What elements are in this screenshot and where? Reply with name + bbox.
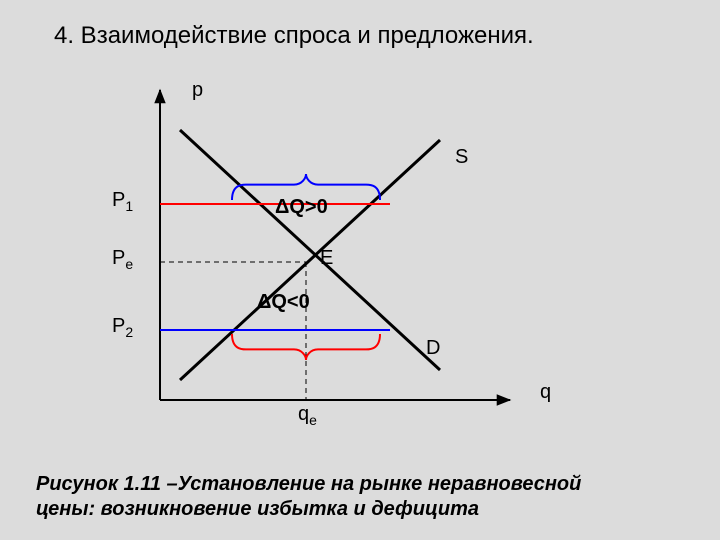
shortage-label: ΔQ<0	[257, 291, 310, 314]
p1-label: P1	[112, 189, 133, 214]
surplus-label: ΔQ>0	[275, 196, 328, 219]
demand-label: D	[426, 337, 440, 360]
p2-label: P2	[112, 315, 133, 340]
caption-line2: цены: возникновение избытка и дефицита	[36, 498, 479, 520]
supply-label: S	[455, 146, 468, 169]
supply-demand-chart	[0, 0, 720, 540]
y-axis-label: p	[192, 79, 203, 102]
figure-caption: Рисунок 1.11 –Установление на рынке нера…	[36, 472, 581, 522]
pe-label: Pe	[112, 247, 133, 272]
equilibrium-label: E	[320, 247, 333, 270]
caption-line1: Рисунок 1.11 –Установление на рынке нера…	[36, 473, 581, 495]
x-axis-label: q	[540, 381, 551, 404]
qe-label: qe	[298, 403, 317, 428]
